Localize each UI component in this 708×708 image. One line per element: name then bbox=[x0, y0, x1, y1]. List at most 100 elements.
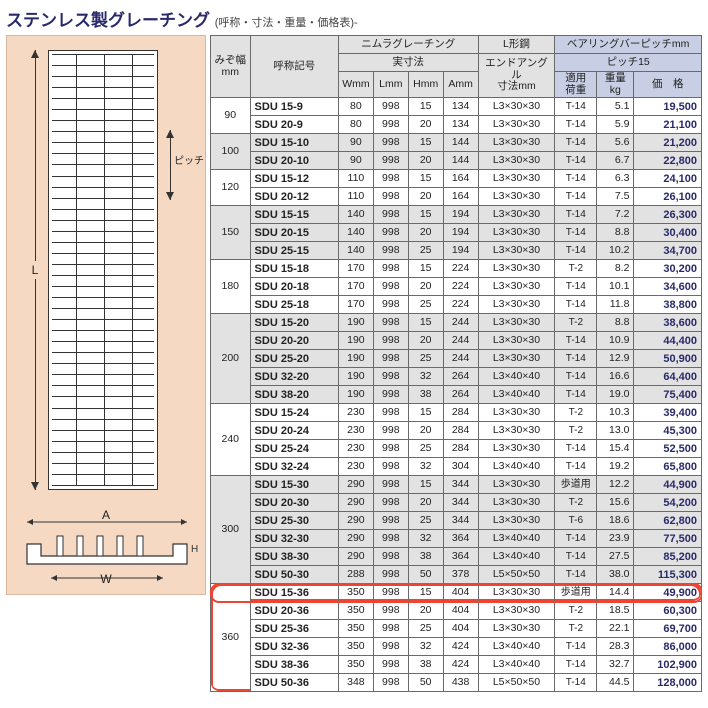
cell-L: 998 bbox=[373, 386, 408, 404]
hdr-W: Wmm bbox=[338, 72, 373, 98]
cell-load: T-14 bbox=[555, 548, 597, 566]
cell-L: 998 bbox=[373, 134, 408, 152]
cell-model: SDU 25-20 bbox=[250, 350, 338, 368]
cell-weight: 6.3 bbox=[597, 170, 634, 188]
cell-L: 998 bbox=[373, 620, 408, 638]
cell-A: 364 bbox=[443, 548, 478, 566]
cell-L: 998 bbox=[373, 440, 408, 458]
cell-price: 22,800 bbox=[634, 152, 702, 170]
cell-W: 190 bbox=[338, 368, 373, 386]
cell-load: T-2 bbox=[555, 260, 597, 278]
cell-A: 194 bbox=[443, 224, 478, 242]
cell-price: 24,100 bbox=[634, 170, 702, 188]
cell-angle: L3×30×30 bbox=[478, 206, 555, 224]
grating-section-view: A H W bbox=[13, 508, 199, 586]
cell-load: 歩道用 bbox=[555, 476, 597, 494]
cell-W: 110 bbox=[338, 170, 373, 188]
cell-H: 25 bbox=[408, 350, 443, 368]
table-row: SDU 25-3635099825404L3×30×30T-222.169,70… bbox=[211, 620, 702, 638]
cell-weight: 10.3 bbox=[597, 404, 634, 422]
cell-angle: L3×40×40 bbox=[478, 458, 555, 476]
cell-load: T-14 bbox=[555, 134, 597, 152]
cell-load: T-14 bbox=[555, 152, 597, 170]
cell-H: 25 bbox=[408, 620, 443, 638]
cell-angle: L3×30×30 bbox=[478, 404, 555, 422]
cell-price: 44,400 bbox=[634, 332, 702, 350]
cell-W: 230 bbox=[338, 404, 373, 422]
cell-L: 998 bbox=[373, 152, 408, 170]
cell-model: SDU 20-15 bbox=[250, 224, 338, 242]
cell-angle: L3×30×30 bbox=[478, 332, 555, 350]
cell-angle: L3×40×40 bbox=[478, 638, 555, 656]
cell-angle: L3×30×30 bbox=[478, 152, 555, 170]
cell-price: 19,500 bbox=[634, 98, 702, 116]
cell-model: SDU 32-20 bbox=[250, 368, 338, 386]
cell-angle: L3×30×30 bbox=[478, 224, 555, 242]
cell-model: SDU 20-9 bbox=[250, 116, 338, 134]
cell-H: 15 bbox=[408, 404, 443, 422]
cell-angle: L3×30×30 bbox=[478, 422, 555, 440]
cell-H: 50 bbox=[408, 674, 443, 692]
cell-weight: 6.7 bbox=[597, 152, 634, 170]
cell-angle: L3×30×30 bbox=[478, 260, 555, 278]
cell-L: 998 bbox=[373, 584, 408, 602]
table-row: 150SDU 15-1514099815194L3×30×30T-147.226… bbox=[211, 206, 702, 224]
cell-W: 190 bbox=[338, 314, 373, 332]
cell-angle: L3×30×30 bbox=[478, 242, 555, 260]
cell-angle: L3×30×30 bbox=[478, 494, 555, 512]
cell-model: SDU 25-30 bbox=[250, 512, 338, 530]
cell-price: 77,500 bbox=[634, 530, 702, 548]
grating-plan-view: L ピッチ bbox=[26, 50, 186, 490]
cell-A: 144 bbox=[443, 152, 478, 170]
cell-weight: 18.5 bbox=[597, 602, 634, 620]
cell-weight: 5.1 bbox=[597, 98, 634, 116]
cell-angle: L3×30×30 bbox=[478, 296, 555, 314]
cell-load: T-14 bbox=[555, 170, 597, 188]
cell-model: SDU 50-30 bbox=[250, 566, 338, 584]
table-row: SDU 25-1817099825224L3×30×30T-1411.838,8… bbox=[211, 296, 702, 314]
cell-price: 128,000 bbox=[634, 674, 702, 692]
cell-weight: 14.4 bbox=[597, 584, 634, 602]
cell-H: 15 bbox=[408, 476, 443, 494]
cell-H: 32 bbox=[408, 638, 443, 656]
cell-weight: 8.8 bbox=[597, 314, 634, 332]
cell-W: 288 bbox=[338, 566, 373, 584]
cell-A: 438 bbox=[443, 674, 478, 692]
cell-model: SDU 20-18 bbox=[250, 278, 338, 296]
cell-load: T-14 bbox=[555, 332, 597, 350]
cell-load: 歩道用 bbox=[555, 584, 597, 602]
cell-load: T-14 bbox=[555, 566, 597, 584]
table-row: SDU 20-1514099820194L3×30×30T-148.830,40… bbox=[211, 224, 702, 242]
cell-price: 21,200 bbox=[634, 134, 702, 152]
cell-price: 30,200 bbox=[634, 260, 702, 278]
cell-H: 20 bbox=[408, 422, 443, 440]
cell-L: 998 bbox=[373, 296, 408, 314]
table-row: SDU 20-98099820134L3×30×30T-145.921,100 bbox=[211, 116, 702, 134]
cell-weight: 8.2 bbox=[597, 260, 634, 278]
cell-H: 20 bbox=[408, 278, 443, 296]
table-row: SDU 32-3635099832424L3×40×40T-1428.386,0… bbox=[211, 638, 702, 656]
cell-price: 39,400 bbox=[634, 404, 702, 422]
table-row: 100SDU 15-109099815144L3×30×30T-145.621,… bbox=[211, 134, 702, 152]
cell-weight: 32.7 bbox=[597, 656, 634, 674]
table-row: 240SDU 15-2423099815284L3×30×30T-210.339… bbox=[211, 404, 702, 422]
cell-model: SDU 38-36 bbox=[250, 656, 338, 674]
cell-price: 45,300 bbox=[634, 422, 702, 440]
cell-model: SDU 20-20 bbox=[250, 332, 338, 350]
cell-angle: L3×30×30 bbox=[478, 620, 555, 638]
cell-H: 15 bbox=[408, 170, 443, 188]
cell-A: 244 bbox=[443, 314, 478, 332]
cell-weight: 5.6 bbox=[597, 134, 634, 152]
cell-price: 26,100 bbox=[634, 188, 702, 206]
cell-angle: L3×30×30 bbox=[478, 350, 555, 368]
cell-angle: L3×30×30 bbox=[478, 440, 555, 458]
hdr-model: 呼称記号 bbox=[250, 36, 338, 98]
cell-load: T-14 bbox=[555, 530, 597, 548]
cell-W: 170 bbox=[338, 278, 373, 296]
subtitle-text: (呼称・寸法・重量・価格表)- bbox=[215, 17, 358, 29]
cell-weight: 12.2 bbox=[597, 476, 634, 494]
cell-H: 38 bbox=[408, 656, 443, 674]
cell-load: T-14 bbox=[555, 224, 597, 242]
cell-A: 144 bbox=[443, 134, 478, 152]
cell-angle: L5×50×50 bbox=[478, 566, 555, 584]
